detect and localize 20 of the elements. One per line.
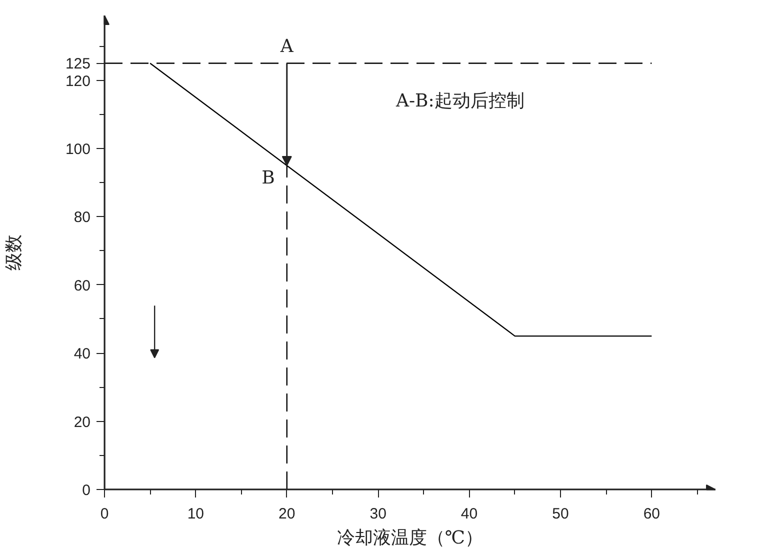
y-axis-title: 级数: [3, 234, 24, 270]
y-tick-label: 60: [74, 277, 91, 294]
x-tick-label: 20: [278, 506, 296, 522]
x-tick-label: 30: [370, 506, 386, 522]
y-tick-label: 80: [74, 209, 91, 226]
y-tick-label: 40: [74, 346, 91, 363]
annotation: B: [262, 168, 275, 189]
y-tick-label: 125: [65, 56, 91, 73]
y-tick-label: 120: [65, 72, 91, 90]
annotation: A: [279, 36, 294, 58]
y-tick-label: 0: [82, 482, 90, 499]
x-tick-label: 10: [187, 506, 204, 522]
x-tick-label: 50: [552, 506, 569, 522]
y-tick-label: 100: [65, 140, 91, 158]
x-tick-label: 40: [460, 506, 478, 522]
x-tick-label: 60: [643, 506, 660, 522]
x-tick-label: 0: [100, 506, 109, 522]
y-tick-label: 20: [74, 414, 91, 431]
x-axis-title: 冷却液温度（℃）: [336, 528, 484, 548]
annotation: A-B:起动后控制: [394, 90, 524, 112]
